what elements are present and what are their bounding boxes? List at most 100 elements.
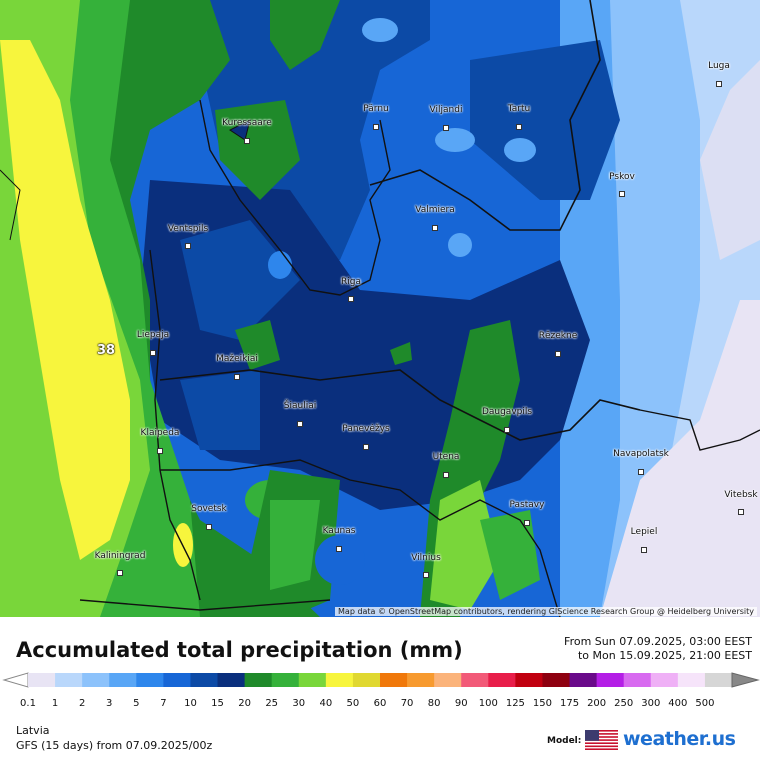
scale-tick-label: 10 xyxy=(184,698,197,709)
precipitation-map[interactable]: Kuressaare Pärnu Viljandi Tartu Luga Psk… xyxy=(0,0,760,617)
scale-swatch xyxy=(325,673,354,687)
city-marker xyxy=(738,509,744,515)
scale-swatch xyxy=(380,673,408,687)
scale-tick-label: 150 xyxy=(532,698,552,709)
city-marker xyxy=(516,124,522,130)
city-marker xyxy=(373,124,379,130)
scale-tick-label: 250 xyxy=(614,698,634,709)
city-marker xyxy=(619,191,625,197)
scale-swatch xyxy=(352,673,381,687)
scale-swatch xyxy=(28,673,56,687)
scale-arrow-low xyxy=(2,672,29,688)
scale-swatch xyxy=(244,673,273,687)
city-label: Vitebsk xyxy=(724,490,758,500)
scale-arrow-high xyxy=(731,672,760,688)
city-marker xyxy=(432,225,438,231)
city-marker xyxy=(555,351,561,357)
city-label: Kuressaare xyxy=(222,118,272,128)
scale-swatch xyxy=(515,673,543,687)
city-marker xyxy=(150,350,156,356)
scale-tick-label: 40 xyxy=(319,698,333,709)
color-scale xyxy=(2,672,760,688)
scale-tick-label: 3 xyxy=(106,698,113,709)
max-value-label: 38 xyxy=(97,343,116,358)
scale-swatch xyxy=(163,673,191,687)
scale-swatch xyxy=(461,673,489,687)
scale-tick-label: 7 xyxy=(160,698,167,709)
model-run: GFS (15 days) from 07.09.2025/00z xyxy=(16,739,213,752)
scale-swatch xyxy=(217,673,246,687)
city-label: Navapolatsk xyxy=(613,449,669,459)
city-marker xyxy=(336,546,342,552)
scale-swatch xyxy=(136,673,164,687)
city-label: Panevėžys xyxy=(342,424,390,434)
scale-swatch xyxy=(569,673,598,687)
map-attribution: Map data © OpenStreetMap contributors, r… xyxy=(335,607,757,616)
us-flag-icon xyxy=(585,730,618,750)
scale-swatch xyxy=(650,673,679,687)
scale-swatch xyxy=(596,673,625,687)
city-marker xyxy=(348,296,354,302)
scale-tick-label: 60 xyxy=(373,698,387,709)
city-label: Kaunas xyxy=(322,526,356,536)
city-label: Lepiel xyxy=(630,527,658,537)
scale-tick-label: 1 xyxy=(51,698,59,709)
city-label: Liepaja xyxy=(136,330,170,340)
city-label: Kaliningrad xyxy=(94,551,146,561)
city-marker xyxy=(244,138,250,144)
scale-tick-label: 200 xyxy=(587,698,607,709)
city-marker xyxy=(234,374,240,380)
scale-tick-label: 0.1 xyxy=(20,698,36,709)
city-marker xyxy=(157,448,163,454)
scale-swatch xyxy=(434,673,462,687)
scale-swatch xyxy=(298,673,327,687)
city-label: Utena xyxy=(432,452,460,462)
scale-swatch xyxy=(190,673,219,687)
city-label: Sovetsk xyxy=(191,504,227,514)
city-marker xyxy=(524,520,530,526)
scale-tick-label: 25 xyxy=(265,698,279,709)
weather-us-logo[interactable]: weather.us xyxy=(623,728,736,750)
scale-tick-label: 175 xyxy=(559,698,580,709)
city-marker xyxy=(638,469,644,475)
city-label: Daugavpils xyxy=(481,407,533,417)
city-label: Pärnu xyxy=(363,104,389,114)
city-label: Pskov xyxy=(609,172,635,182)
period-to: to Mon 15.09.2025, 21:00 EEST xyxy=(577,649,752,662)
scale-tick-label: 300 xyxy=(641,698,661,709)
city-marker xyxy=(117,570,123,576)
city-marker xyxy=(206,524,212,530)
city-marker xyxy=(363,444,369,450)
city-label: Šiauliai xyxy=(283,401,317,411)
legend-footer: Accumulated total precipitation (mm) Fro… xyxy=(0,617,760,760)
scale-swatch xyxy=(55,673,83,687)
precipitation-field xyxy=(0,0,760,617)
legend-title: Accumulated total precipitation (mm) xyxy=(16,638,463,662)
period-from: From Sun 07.09.2025, 03:00 EEST xyxy=(564,635,752,648)
city-label: Viljandi xyxy=(429,105,463,115)
region-name: Latvia xyxy=(16,724,50,737)
scale-tick-label: 100 xyxy=(478,698,498,709)
city-marker xyxy=(443,472,449,478)
scale-swatch xyxy=(82,673,110,687)
city-marker xyxy=(423,572,429,578)
scale-tick-label: 5 xyxy=(133,698,140,709)
scale-tick-label: 20 xyxy=(238,698,251,709)
scale-tick-label: 50 xyxy=(346,698,360,709)
scale-swatch xyxy=(407,673,435,687)
scale-tick-label: 80 xyxy=(427,698,441,709)
scale-swatch xyxy=(109,673,137,687)
city-label: Vilnius xyxy=(411,553,441,563)
city-label: Valmiera xyxy=(415,205,455,215)
scale-swatch xyxy=(623,673,652,687)
scale-tick-label: 2 xyxy=(78,698,86,709)
scale-tick-label: 125 xyxy=(505,698,525,709)
city-marker xyxy=(185,243,191,249)
model-label: Model: xyxy=(547,736,582,746)
city-marker xyxy=(443,125,449,131)
scale-tick-label: 15 xyxy=(211,698,224,709)
city-marker xyxy=(297,421,303,427)
city-label: Mažeikiai xyxy=(216,354,258,364)
scale-swatch xyxy=(271,673,300,687)
city-label: Tartu xyxy=(507,104,531,114)
